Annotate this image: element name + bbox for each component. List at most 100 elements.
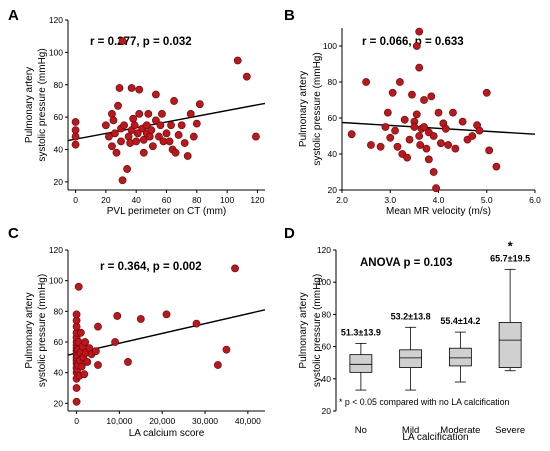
data-point: [416, 141, 425, 149]
data-point: [186, 110, 195, 118]
data-point: [115, 84, 124, 92]
data-point: [120, 121, 128, 130]
y-tick-label: 60: [322, 342, 332, 352]
y-tick-label: 60: [54, 112, 64, 122]
x-tick-label: 100: [220, 195, 234, 205]
data-point: [415, 27, 424, 36]
data-point: [400, 115, 409, 124]
panel-letter: D: [284, 225, 295, 242]
data-point: [367, 141, 375, 149]
x-axis-label: LA calcium score: [129, 428, 205, 439]
y-tick-label: 120: [317, 245, 331, 255]
x-axis-label: LA calcification: [402, 432, 468, 443]
data-point: [189, 132, 198, 141]
y-tick-label: 100: [317, 277, 331, 287]
data-point: [155, 132, 163, 141]
data-point: [451, 144, 460, 153]
box-no: [349, 354, 373, 373]
data-point: [403, 153, 412, 162]
data-point: [135, 110, 144, 118]
data-point: [233, 56, 242, 65]
y-tick-label: 40: [328, 149, 338, 159]
y-tick-label: 100: [323, 41, 337, 51]
y-tick-label: 80: [328, 77, 338, 87]
mean-sd-label: 55.4±14.2: [440, 316, 480, 326]
x-axis-label: PVL perimeter on CT (mm): [107, 206, 226, 217]
data-point: [72, 310, 81, 319]
data-point: [170, 97, 178, 105]
y-tick-label: 40: [54, 368, 64, 378]
y-tick-label: 40: [322, 374, 332, 384]
data-point: [192, 319, 201, 328]
data-point: [123, 165, 131, 173]
data-point: [144, 110, 153, 118]
data-point: [485, 146, 494, 155]
data-point: [395, 78, 404, 86]
y-tick-label: 60: [328, 113, 338, 123]
x-tick-label: 5.0: [481, 195, 493, 205]
data-point: [468, 132, 477, 140]
y-tick-label: 20: [328, 185, 338, 195]
data-point: [432, 184, 440, 193]
panel-d: D 20 40 60 80 100 120 Pulmonary artery systolic …: [284, 225, 530, 443]
data-point: [195, 100, 204, 109]
data-point: [111, 129, 119, 138]
anova-annotation: ANOVA p = 0.103: [360, 257, 452, 269]
data-point: [77, 362, 86, 371]
y-axis-label: Pulmonary artery: [298, 292, 309, 368]
data-point: [429, 168, 438, 176]
data-point: [222, 345, 231, 354]
data-point: [124, 358, 132, 366]
x-tick-label: 80: [192, 195, 202, 205]
category-label: No: [355, 425, 367, 436]
data-point: [391, 126, 399, 135]
data-point: [429, 132, 438, 140]
data-point: [347, 130, 356, 139]
y-tick-label: 60: [54, 337, 64, 347]
data-point: [83, 358, 92, 366]
x-tick-label: 40,000: [235, 416, 261, 426]
data-point: [183, 152, 192, 160]
data-point: [91, 347, 100, 356]
data-point: [105, 132, 113, 141]
mean-sd-label: 53.2±13.8: [391, 311, 431, 321]
data-point: [386, 133, 395, 142]
x-tick-label: 120: [250, 195, 264, 205]
y-tick-label: 120: [49, 245, 63, 255]
data-point: [76, 328, 85, 337]
y-tick-label: 100: [49, 276, 63, 286]
data-point: [458, 117, 467, 126]
data-point: [427, 92, 436, 101]
data-point: [437, 139, 445, 148]
category-label: Moderate: [440, 425, 480, 436]
y-axis-label: systolic pressure (mmHg): [312, 274, 323, 387]
y-axis-label: Pulmonary artery: [24, 67, 35, 143]
data-point: [415, 132, 424, 140]
y-tick-label: 100: [49, 47, 63, 57]
correlation-annotation: r = 0.364, p = 0.002: [100, 261, 202, 273]
panel-b: B 20 40 60 80 100 2.0 3.0 4.0 5.0 6.0 Pulmonary art…: [284, 7, 541, 217]
data-point: [492, 162, 501, 171]
data-point: [177, 121, 186, 130]
y-tick-label: 20: [54, 398, 64, 408]
data-point: [74, 282, 83, 291]
data-point: [139, 148, 148, 157]
panel-a: A 20 40 60 80 100 120 0 20 40 60 80 100 120 Pulmonary …: [8, 7, 266, 217]
data-point: [113, 312, 122, 320]
regression-line: [67, 309, 266, 356]
y-axis-label: systolic pressure (mmHg): [37, 274, 48, 387]
data-point: [108, 142, 116, 151]
data-point: [180, 139, 189, 147]
y-tick-label: 120: [49, 15, 63, 25]
data-point: [118, 176, 127, 185]
y-tick-label: 20: [54, 177, 64, 187]
x-tick-label: 10,000: [106, 416, 132, 426]
data-point: [158, 110, 166, 118]
data-point: [362, 78, 371, 86]
data-point: [117, 137, 125, 146]
data-point: [127, 84, 136, 92]
regression-line: [341, 121, 536, 135]
data-point: [162, 129, 171, 138]
data-point: [112, 148, 121, 157]
